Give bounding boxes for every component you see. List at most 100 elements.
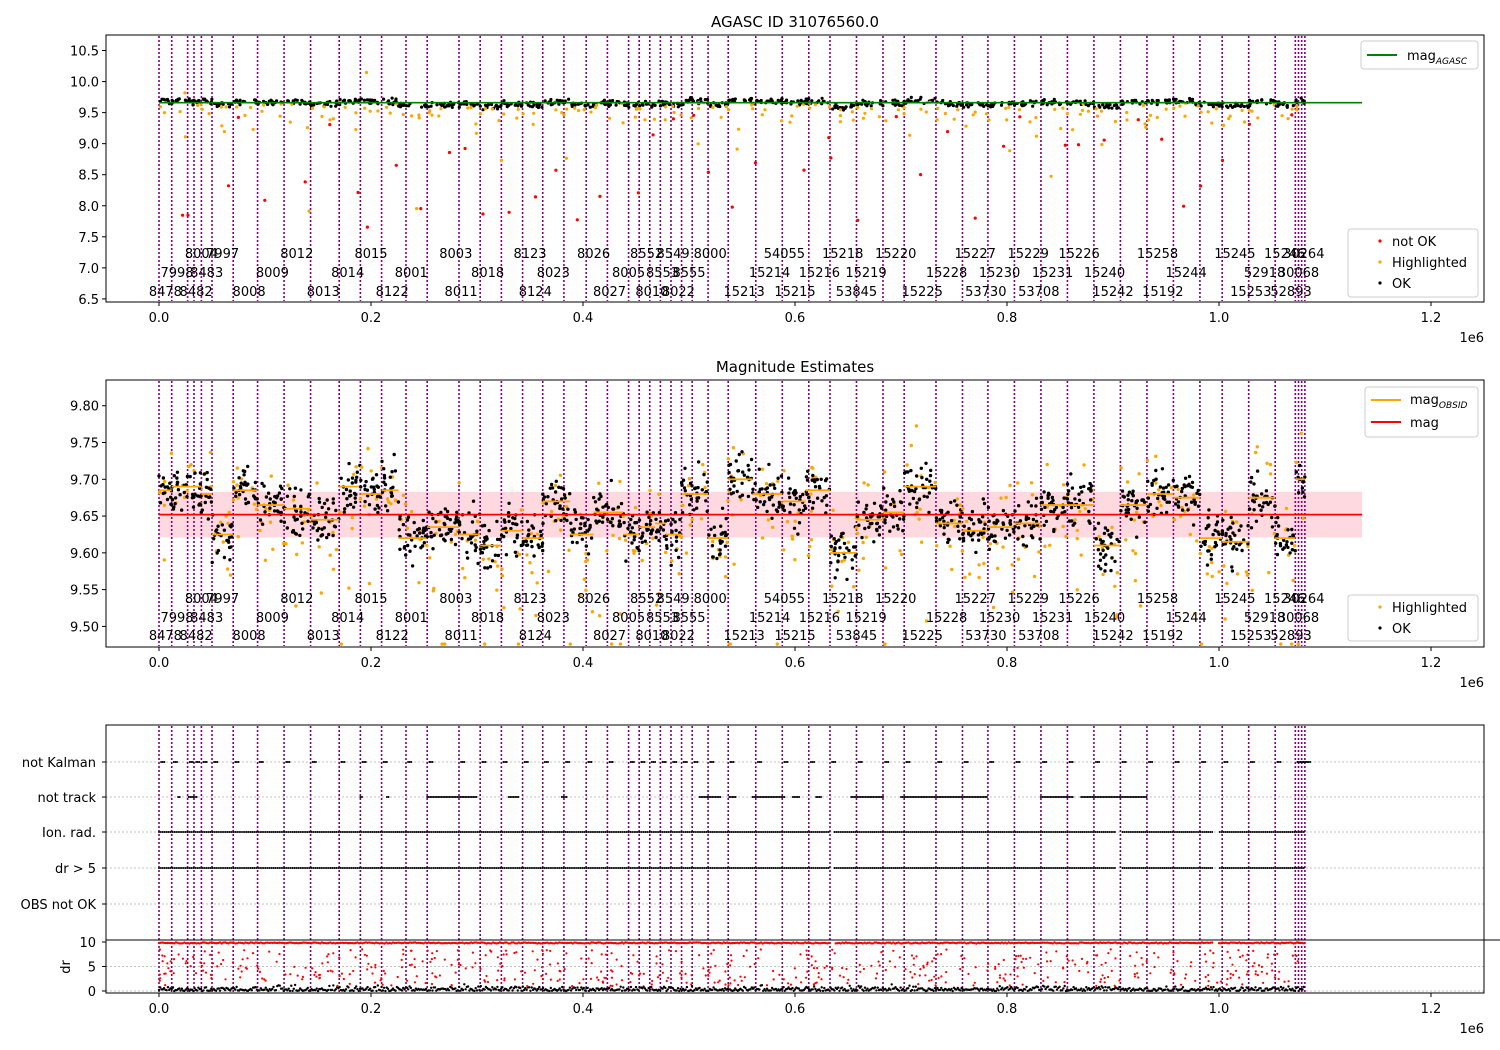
mid-ok-point	[719, 541, 723, 545]
bottom-flag-point	[217, 831, 220, 833]
bottom-flag-point	[743, 831, 746, 833]
bottom-flag-point	[1211, 831, 1214, 833]
top-highlighted-point	[564, 156, 569, 160]
bottom-flag-point	[1115, 796, 1118, 798]
bottom-flag-point	[667, 867, 670, 869]
mid-ok-point	[327, 532, 331, 537]
mid-ok-point	[872, 501, 877, 505]
bottom-flag-point	[716, 796, 719, 798]
bottom-flag-point	[686, 867, 689, 869]
bottom-flag-point	[1222, 867, 1225, 869]
bottom-flag-point	[902, 831, 905, 833]
bottom-flag-point	[545, 831, 548, 833]
mid-highlighted-point	[425, 544, 429, 548]
bottom-flag-point	[816, 796, 819, 798]
mid-ok-point	[713, 533, 717, 538]
bottom-flag-point	[932, 867, 935, 869]
mid-ok-point	[529, 539, 533, 544]
mid-highlighted-point	[1210, 560, 1214, 565]
bottom-flag-point	[734, 831, 737, 833]
bottom-flag-point	[837, 867, 840, 869]
bottom-flag-point	[780, 831, 782, 833]
bottom-flag-point	[730, 761, 733, 763]
bottom-flag-point	[528, 831, 531, 833]
bottom-flag-point	[432, 796, 435, 798]
mid-ok-point	[651, 511, 655, 515]
mid-ok-point	[1155, 506, 1159, 510]
bottom-flag-point	[318, 831, 321, 833]
bottom-flag-point	[631, 761, 634, 763]
bottom-flag-point	[486, 867, 489, 869]
top-legend-ok-label: OK	[1392, 277, 1411, 292]
bottom-flag-point	[970, 831, 973, 833]
bottom-flag-point	[387, 796, 390, 798]
mid-highlighted-point	[334, 547, 339, 552]
bottom-flag-point	[1279, 761, 1282, 763]
bottom-flag-point	[1201, 867, 1204, 869]
bottom-flag-point	[230, 867, 233, 869]
mid-ok-point	[488, 565, 493, 569]
top-ok-point	[1207, 102, 1211, 107]
top-ok-point	[1174, 97, 1178, 101]
mid-highlighted-point	[157, 490, 162, 495]
bottom-flag-point	[1165, 867, 1168, 869]
mid-ok-point	[922, 494, 926, 498]
bottom-flag-point	[1266, 831, 1269, 833]
bottom-flag-point	[371, 867, 374, 869]
bottom-flag-point	[268, 867, 271, 869]
bottom-flag-point	[791, 867, 794, 869]
top-highlighted-point	[417, 116, 421, 120]
mid-ok-point	[216, 524, 220, 528]
mid-ok-point	[775, 509, 780, 514]
mid-ok-point	[1142, 500, 1147, 504]
bottom-flag-point	[283, 867, 286, 869]
mid-ok-point	[507, 519, 511, 524]
mid-ok-point	[657, 529, 661, 534]
top-highlighted-point	[474, 131, 479, 135]
mid-ok-point	[230, 522, 234, 527]
mid-ok-point	[702, 472, 706, 477]
mid-highlighted-point	[1245, 573, 1250, 577]
mid-ok-point	[1260, 492, 1264, 496]
bottom-dr-ok-point	[218, 989, 222, 992]
mid-ok-point	[987, 537, 991, 541]
mid-ok-point	[680, 511, 685, 515]
mid-ok-point	[779, 474, 784, 478]
bottom-flag-point	[443, 796, 446, 798]
bottom-flag-point	[1066, 796, 1069, 798]
bottom-flag-point	[186, 831, 189, 833]
mid-ok-point	[1203, 539, 1208, 544]
top-ok-point	[703, 98, 707, 102]
bottom-flag-point	[417, 831, 420, 833]
bottom-flag-point	[837, 831, 840, 833]
bottom-flag-point	[774, 831, 777, 833]
mid-ok-point	[883, 521, 887, 525]
mid-ok-point	[1127, 490, 1132, 494]
mid-highlighted-point	[857, 568, 861, 572]
bottom-flag-point	[673, 831, 676, 833]
top-highlighted-point	[838, 108, 843, 112]
mid-ok-point	[584, 544, 588, 548]
bottom-flag-point	[661, 867, 664, 869]
mid-highlighted-point	[1223, 509, 1228, 514]
bottom-flag-point	[467, 867, 470, 869]
bottom-flag-point	[900, 831, 903, 833]
mid-ok-point	[1228, 535, 1232, 539]
mid-highlighted-point	[235, 466, 240, 470]
mid-highlighted-point	[495, 588, 499, 592]
top-not-ok-point	[181, 213, 185, 217]
mid-highlighted-point	[1145, 458, 1150, 463]
bottom-flag-point	[1205, 831, 1208, 833]
mid-ok-point	[331, 497, 335, 501]
bottom-flag-point	[974, 831, 977, 833]
mid-ok-point	[376, 510, 380, 515]
bottom-flag-point	[568, 761, 571, 763]
mid-ok-point	[659, 526, 663, 530]
top-ok-point	[1188, 96, 1192, 101]
mid-ok-point	[645, 510, 649, 514]
mid-obsid-label: 53845	[836, 629, 877, 644]
bottom-flag-point	[532, 831, 534, 833]
bottom-flag-point	[728, 831, 731, 833]
mid-ok-point	[175, 483, 179, 487]
bottom-flag-point	[848, 831, 851, 833]
